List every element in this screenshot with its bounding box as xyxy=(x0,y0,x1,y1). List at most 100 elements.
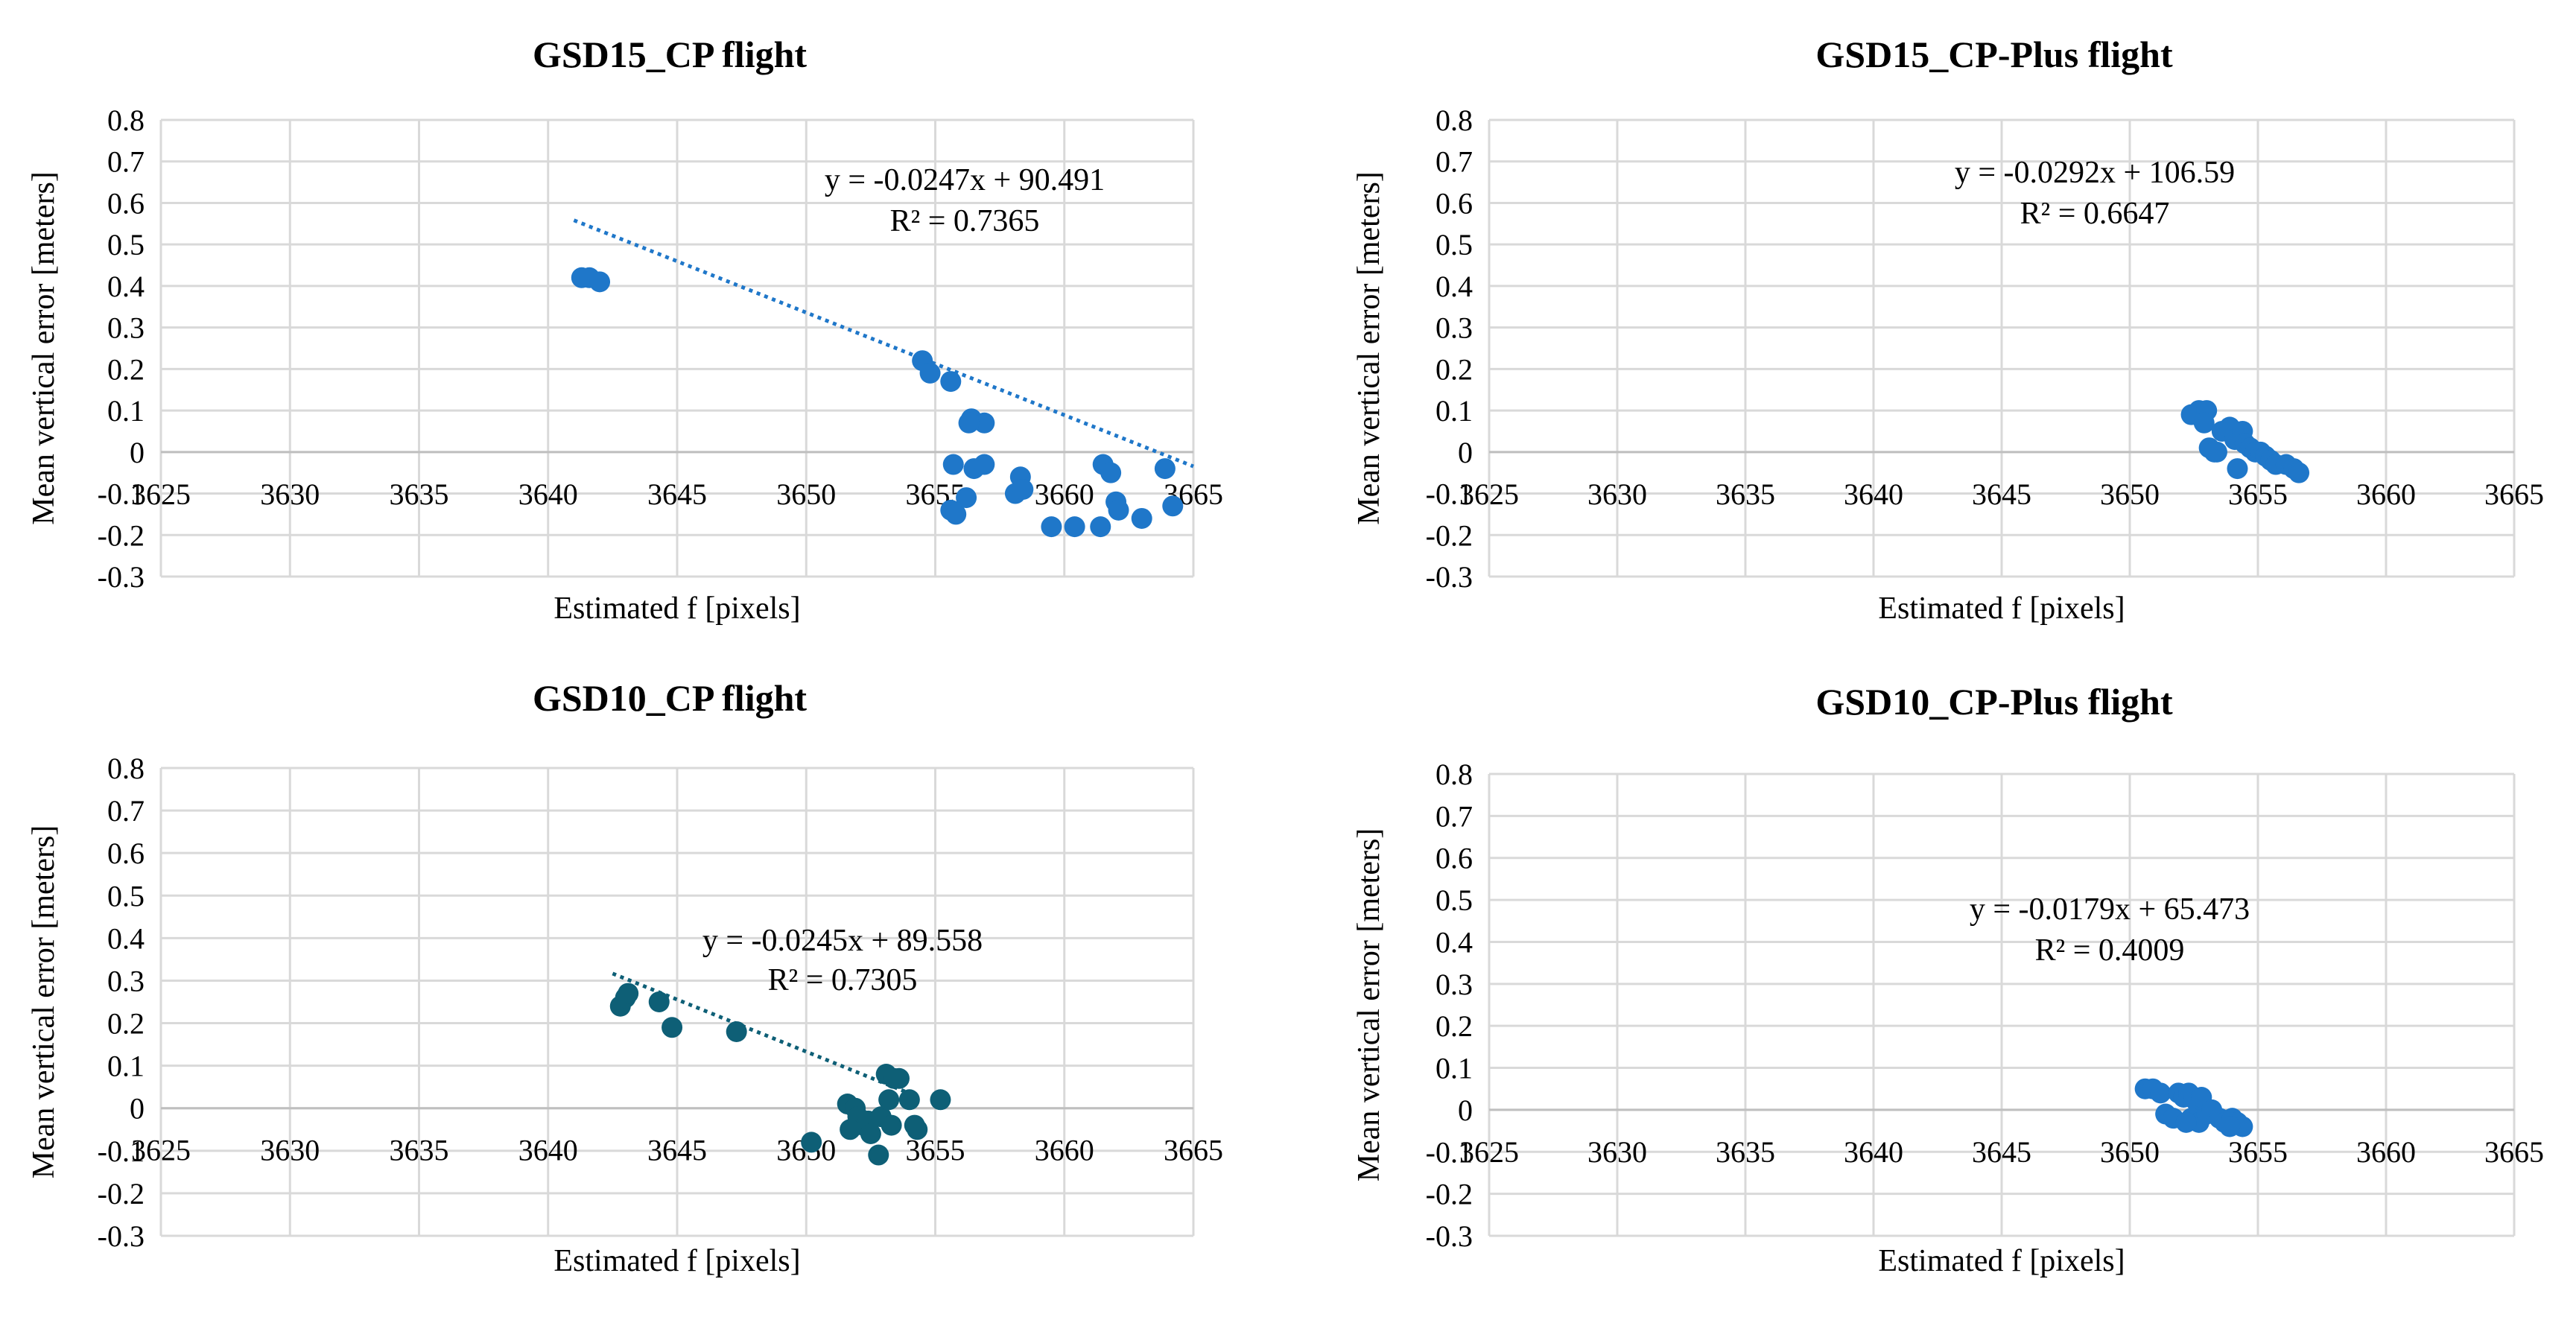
data-point xyxy=(878,1089,900,1111)
data-point xyxy=(1090,516,1111,538)
y-tick-label: 0.2 xyxy=(1435,1009,1473,1043)
y-tick-label: 0.4 xyxy=(1435,925,1473,959)
y-tick-label: 0.2 xyxy=(107,1007,145,1041)
y-tick-label: -0.1 xyxy=(1426,1135,1473,1169)
x-tick-label: 3655 xyxy=(2228,477,2288,511)
y-tick-label: 0.8 xyxy=(107,752,145,785)
data-point xyxy=(940,371,962,393)
data-point xyxy=(2227,458,2248,480)
data-point xyxy=(1012,478,1034,500)
chart-title: GSD10_CP-Plus flight xyxy=(1815,681,2173,723)
y-tick-label: 0.5 xyxy=(1435,228,1473,261)
y-tick-label: -0.3 xyxy=(98,560,145,594)
data-point xyxy=(648,991,670,1012)
y-tick-label: -0.3 xyxy=(1426,560,1473,594)
x-tick-label: 3665 xyxy=(2484,1135,2544,1169)
x-tick-label: 3635 xyxy=(1716,477,1775,511)
y-tick-label: 0.1 xyxy=(1435,394,1473,428)
x-tick-label: 3645 xyxy=(647,477,707,511)
x-tick-label: 3625 xyxy=(131,1134,191,1167)
y-tick-label: 0.4 xyxy=(107,921,145,955)
data-points xyxy=(2180,400,2310,483)
data-point xyxy=(2175,1111,2197,1133)
x-tick-label: 3645 xyxy=(1972,1135,2031,1169)
y-tick-label: 0 xyxy=(1458,1094,1473,1127)
x-axis-label: Estimated f [pixels] xyxy=(553,591,800,626)
chart-gsd15-cp: -0.3 -0.2 -0.1 0 0.1 0.2 0.3 0.4 0.5 0.6 0.7 0.8 362… xyxy=(0,0,1288,658)
data-point xyxy=(618,983,639,1004)
y-tick-label: 0.2 xyxy=(1435,352,1473,386)
y-tick-label: -0.3 xyxy=(98,1219,145,1253)
data-point xyxy=(2288,462,2310,483)
data-point xyxy=(930,1089,951,1111)
x-tick-label: 3635 xyxy=(390,1134,449,1167)
data-point xyxy=(860,1123,881,1144)
x-tick-label: 3630 xyxy=(260,477,320,511)
data-point xyxy=(974,454,995,475)
x-tick-label: 3625 xyxy=(131,477,191,511)
y-tick-label: -0.3 xyxy=(1426,1219,1473,1253)
data-point xyxy=(2150,1082,2171,1104)
x-tick-label: 3640 xyxy=(518,477,578,511)
chart-gsd10-cp: -0.3 -0.2 -0.1 0 0.1 0.2 0.3 0.4 0.5 0.6 0.7 0.8 362… xyxy=(0,658,1288,1317)
data-point xyxy=(945,504,967,525)
data-point xyxy=(868,1144,889,1166)
trend-r-squared: R² = 0.7305 xyxy=(768,963,918,997)
trend-equation: y = -0.0179x + 65.473 xyxy=(1970,892,2250,927)
y-tick-label: 0.7 xyxy=(1435,799,1473,833)
y-tick-label: 0.4 xyxy=(107,270,145,303)
trend-r-squared: R² = 0.6647 xyxy=(2020,197,2170,231)
data-point xyxy=(974,412,995,434)
y-tick-label: 0.8 xyxy=(1435,104,1473,137)
x-tick-label: 3650 xyxy=(2100,477,2160,511)
trend-equation: y = -0.0245x + 89.558 xyxy=(702,924,983,958)
data-point xyxy=(2219,1116,2241,1137)
x-tick-label: 3640 xyxy=(1844,477,1903,511)
gridlines xyxy=(159,118,1195,578)
gridlines xyxy=(1488,118,2516,578)
x-tick-label: 3630 xyxy=(1587,477,1647,511)
data-point xyxy=(589,271,611,293)
y-axis-label: Mean vertical error [meters] xyxy=(1352,828,1386,1182)
chart-svg: -0.3 -0.2 -0.1 0 0.1 0.2 0.3 0.4 0.5 0.6 0.7 0.8 362… xyxy=(27,677,1223,1278)
x-axis-label: Estimated f [pixels] xyxy=(1878,591,2125,626)
x-tick-label: 3640 xyxy=(518,1134,578,1167)
y-tick-label: 0.7 xyxy=(107,145,145,179)
y-tick-label: 0.5 xyxy=(1435,883,1473,917)
y-tick-label: -0.2 xyxy=(1426,518,1473,552)
data-point xyxy=(662,1017,683,1038)
y-tick-label: 0.4 xyxy=(1435,270,1473,303)
x-tick-label: 3650 xyxy=(2100,1135,2160,1169)
x-tick-label: 3635 xyxy=(1716,1135,1775,1169)
y-axis-label: Mean vertical error [meters] xyxy=(27,171,61,525)
y-tick-label: 0.6 xyxy=(107,186,145,220)
data-point xyxy=(726,1021,747,1042)
x-tick-label: 3660 xyxy=(1035,477,1094,511)
y-tick-label: 0.7 xyxy=(107,794,145,828)
data-point xyxy=(942,454,964,475)
y-tick-label: 0 xyxy=(130,1092,145,1126)
data-point xyxy=(956,487,977,509)
data-point xyxy=(898,1089,920,1111)
y-tick-label: 0.3 xyxy=(1435,311,1473,345)
y-tick-label: 0.5 xyxy=(107,228,145,261)
trend-equation: y = -0.0247x + 90.491 xyxy=(825,163,1105,197)
y-tick-label: -0.1 xyxy=(1426,477,1473,511)
chart-svg: -0.3 -0.2 -0.1 0 0.1 0.2 0.3 0.4 0.5 0.6 0.7 0.8 362… xyxy=(1352,681,2544,1278)
x-tick-label: 3665 xyxy=(1164,1134,1223,1167)
data-point xyxy=(1100,462,1122,483)
y-tick-label: 0 xyxy=(1458,436,1473,469)
chart-title: GSD15_CP flight xyxy=(533,34,807,75)
y-axis-label: Mean vertical error [meters] xyxy=(1352,171,1386,525)
x-axis-label: Estimated f [pixels] xyxy=(1878,1244,2125,1278)
y-tick-label: 0.8 xyxy=(107,104,145,137)
x-tick-label: 3650 xyxy=(776,477,836,511)
y-tick-label: -0.2 xyxy=(98,1177,145,1210)
x-tick-label: 3645 xyxy=(647,1134,707,1167)
trend-r-squared: R² = 0.7365 xyxy=(890,204,1040,238)
y-tick-label: -0.2 xyxy=(98,518,145,552)
x-tick-label: 3645 xyxy=(1972,477,2031,511)
data-point xyxy=(2204,441,2225,463)
x-tick-label: 3665 xyxy=(2484,477,2544,511)
y-tick-label: 0.6 xyxy=(107,837,145,870)
